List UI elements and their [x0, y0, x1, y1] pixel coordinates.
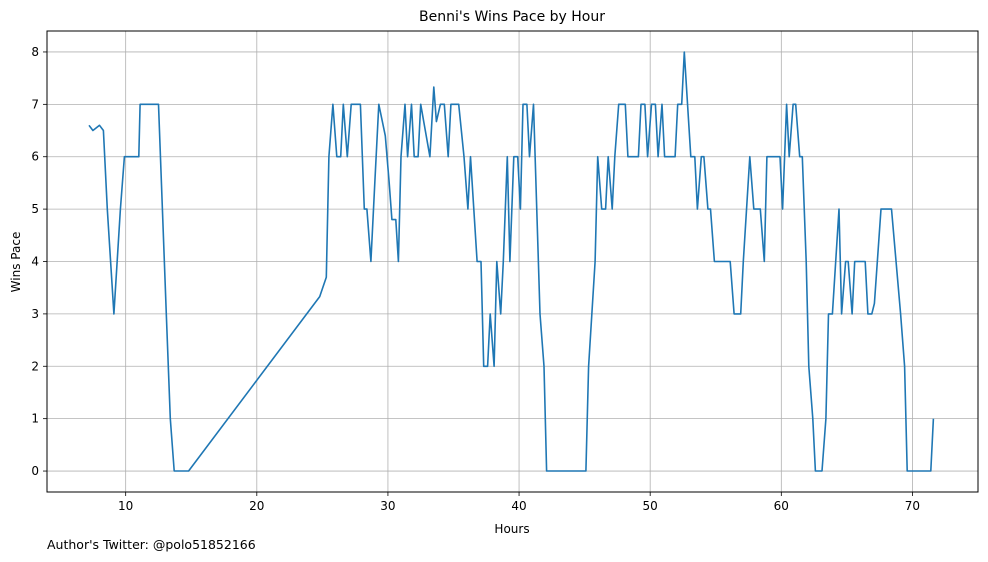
chart-title: Benni's Wins Pace by Hour — [419, 9, 605, 25]
y-tick-label: 1 — [31, 412, 39, 426]
x-tick-label: 40 — [511, 499, 526, 513]
y-tick-label: 6 — [31, 150, 39, 164]
series-line-group — [88, 51, 935, 472]
series-line — [88, 51, 935, 472]
x-tick-label: 70 — [905, 499, 920, 513]
x-tick-label: 60 — [774, 499, 789, 513]
tick-group: 10 20 30 40 50 60 70 0 1 2 3 4 5 6 7 8 — [31, 45, 920, 513]
y-axis-label: Wins Pace — [9, 232, 23, 293]
x-tick-label: 30 — [380, 499, 395, 513]
x-axis-label: Hours — [494, 522, 529, 536]
author-twitter-text: Author's Twitter: @polo51852166 — [47, 537, 256, 552]
grid — [47, 31, 978, 492]
y-tick-label: 4 — [31, 255, 39, 269]
x-tick-label: 20 — [249, 499, 264, 513]
y-tick-label: 0 — [31, 464, 39, 478]
y-tick-label: 2 — [31, 359, 39, 373]
y-tick-label: 3 — [31, 307, 39, 321]
x-tick-label: 10 — [118, 499, 133, 513]
y-tick-label: 7 — [31, 97, 39, 111]
y-tick-label: 8 — [31, 45, 39, 59]
x-tick-label: 50 — [643, 499, 658, 513]
y-tick-label: 5 — [31, 202, 39, 216]
